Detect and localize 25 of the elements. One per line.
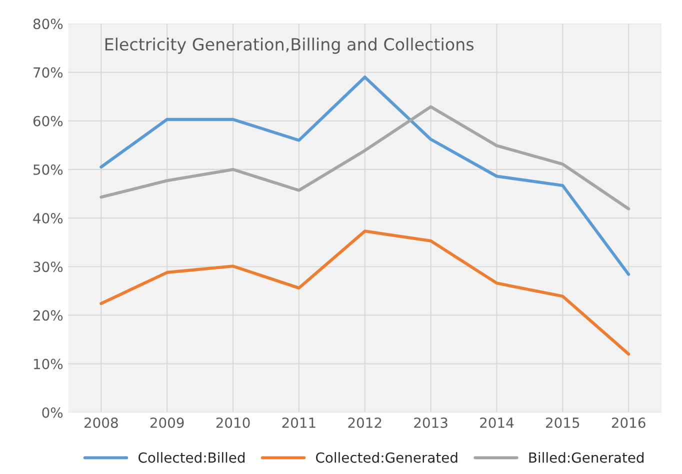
legend-label: Billed:Generated bbox=[529, 452, 644, 463]
legend-label: Collected:Generated bbox=[316, 452, 458, 463]
y-tick-label: 0% bbox=[42, 407, 63, 418]
line-series bbox=[100, 230, 630, 356]
y-tick-label: 30% bbox=[34, 262, 63, 272]
y-tick-label: 10% bbox=[34, 358, 63, 370]
y-tick-label: 80% bbox=[33, 18, 63, 30]
x-tick-label: 2016 bbox=[612, 417, 646, 428]
y-tick-label: 50% bbox=[34, 164, 63, 175]
x-tick-label: 2011 bbox=[282, 417, 316, 428]
legend-label: Collected:Billed bbox=[138, 452, 245, 463]
x-tick-label: 2015 bbox=[546, 417, 580, 428]
y-tick-label: 70% bbox=[34, 67, 63, 78]
y-tick-label: 60% bbox=[33, 116, 63, 126]
x-tick-label: 2008 bbox=[84, 417, 118, 428]
y-tick-label: 20% bbox=[33, 310, 63, 321]
x-tick-label: 2012 bbox=[348, 417, 382, 428]
text: Electricity Generation,Billing and Collections bbox=[105, 38, 474, 54]
line-series bbox=[100, 105, 630, 210]
x-tick-label: 2009 bbox=[150, 417, 184, 428]
x-tick-label: 2010 bbox=[216, 417, 250, 428]
line-series bbox=[100, 76, 630, 276]
y-tick-label: 40% bbox=[33, 213, 63, 224]
x-tick-label: 2013 bbox=[414, 417, 448, 428]
x-tick-label: 2014 bbox=[480, 417, 514, 428]
